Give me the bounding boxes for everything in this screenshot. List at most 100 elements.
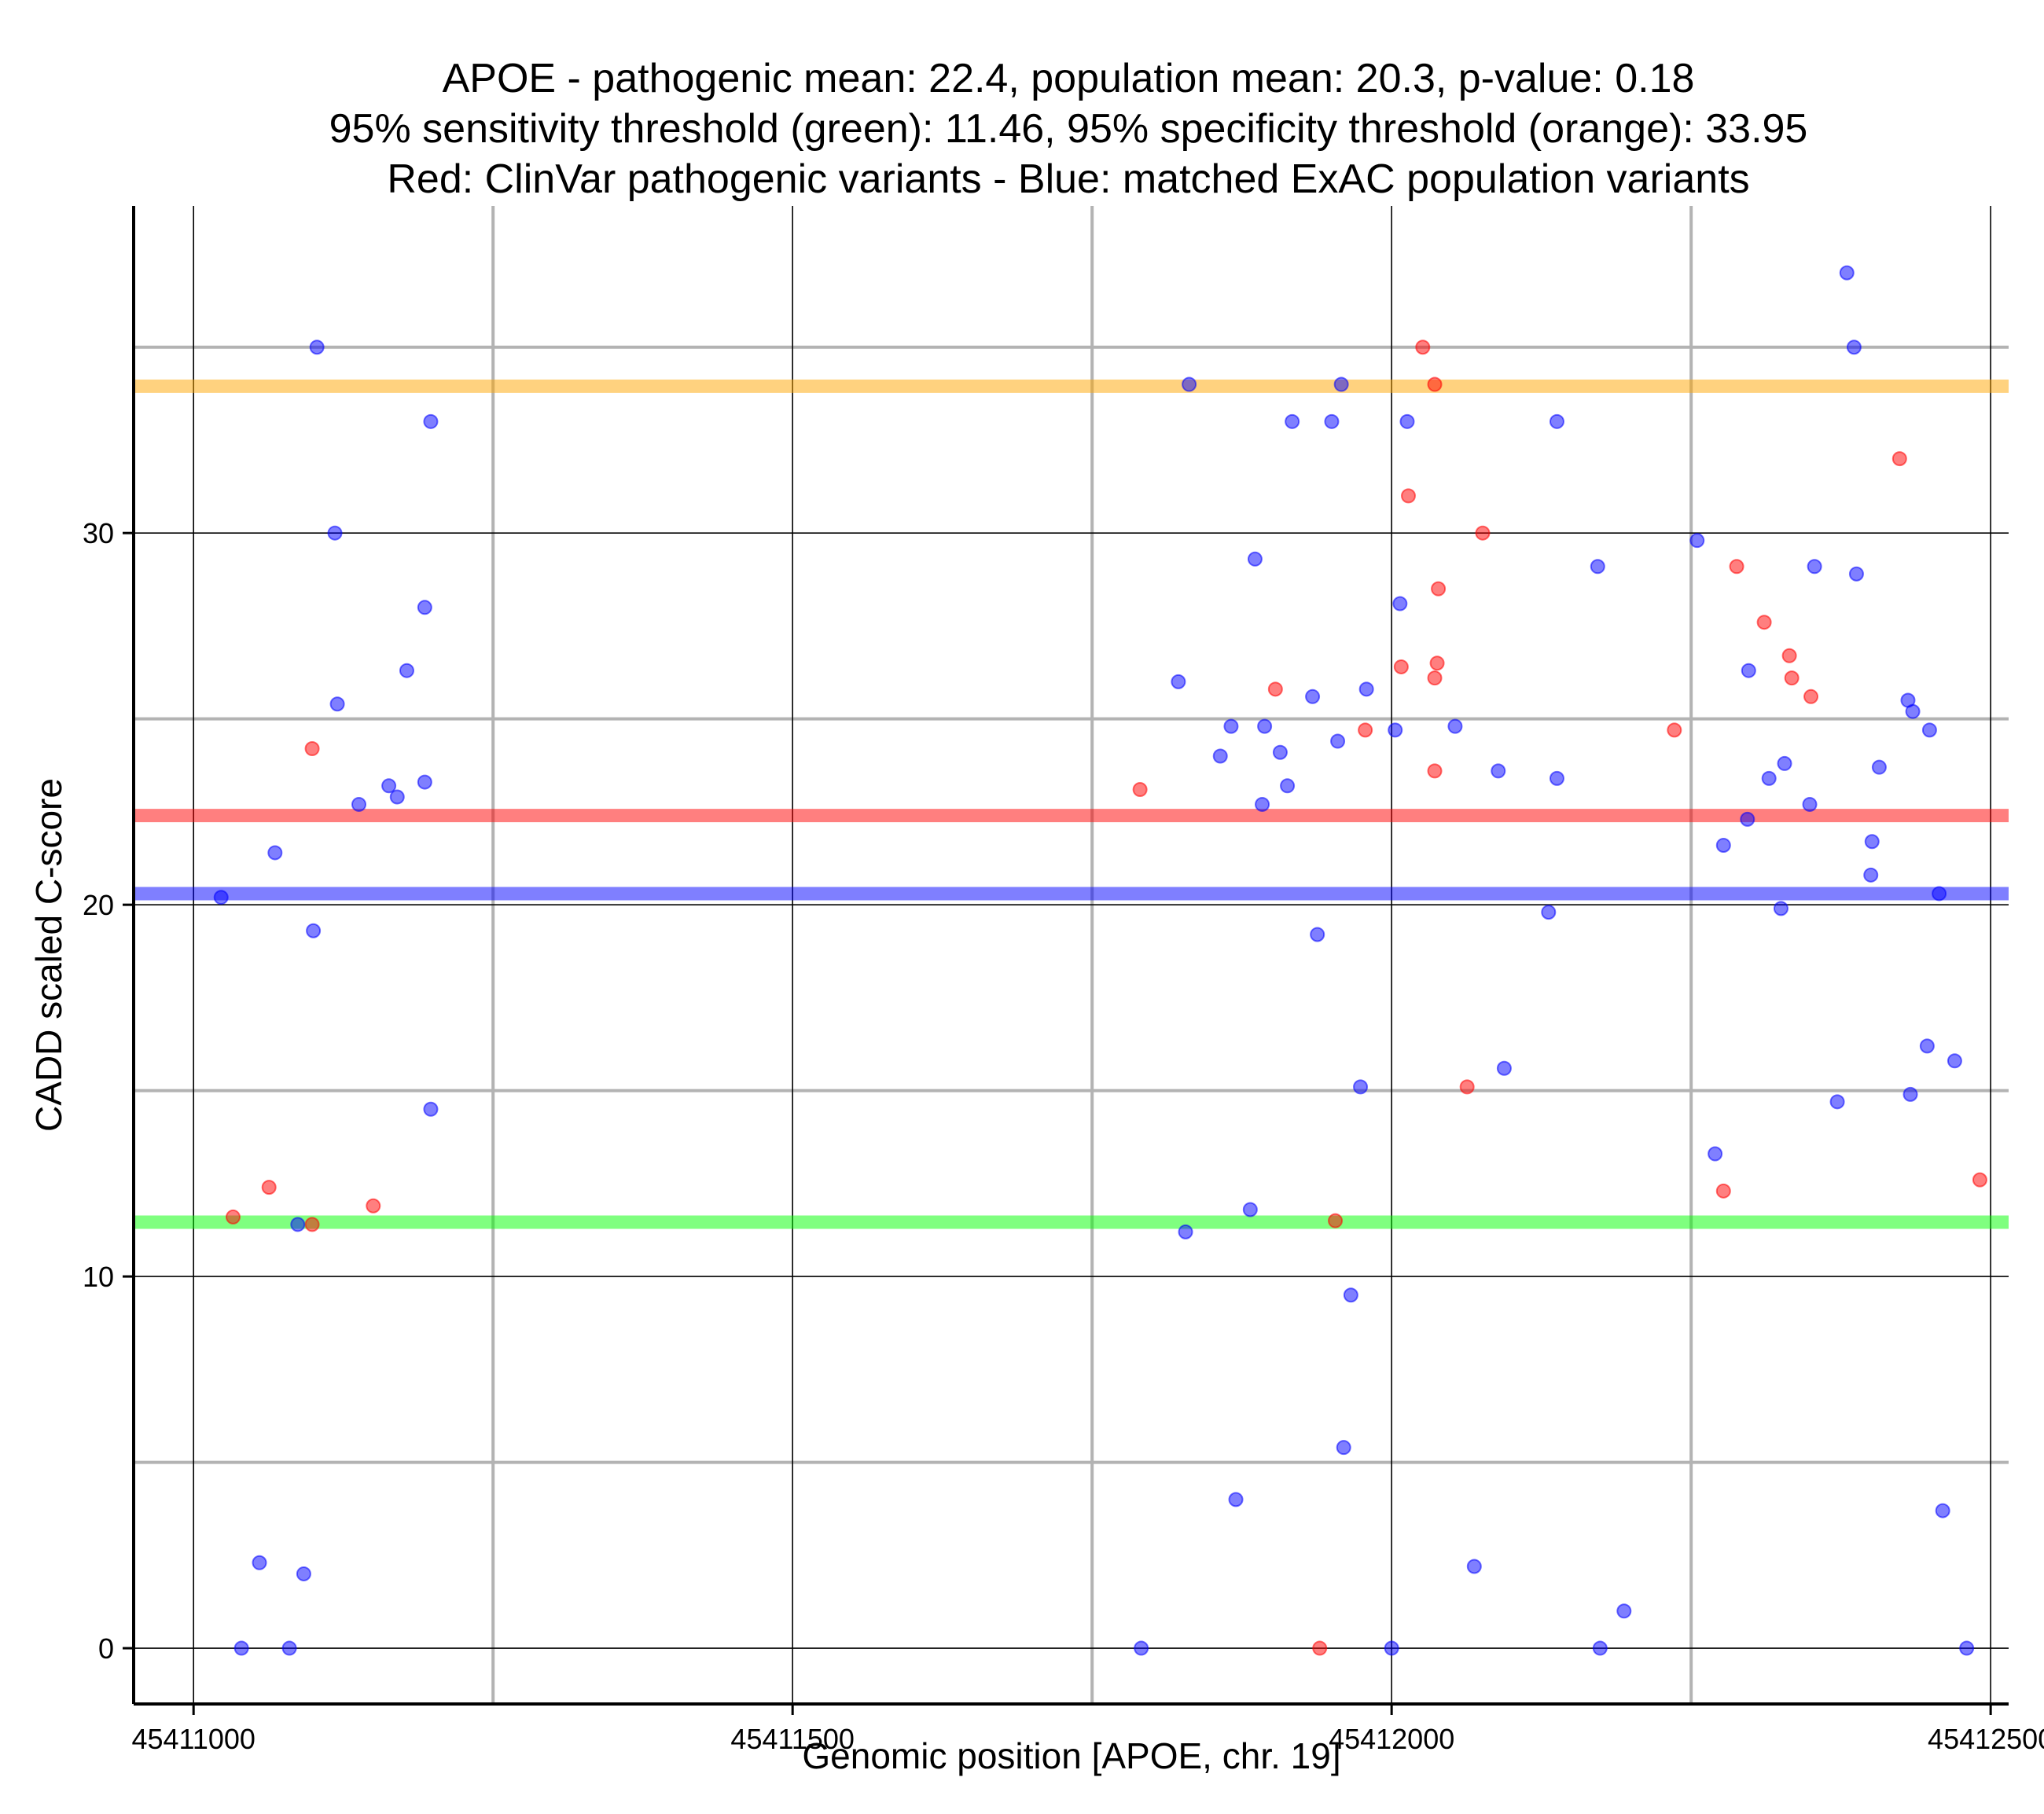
population-point xyxy=(1333,376,1349,392)
population-point xyxy=(1491,763,1506,779)
reference-lines xyxy=(134,379,2009,1229)
population-point xyxy=(309,340,325,355)
population-point xyxy=(1212,748,1228,764)
population-point xyxy=(1549,770,1564,786)
pathogenic-point xyxy=(1312,1640,1328,1656)
pathogenic-point xyxy=(1756,615,1772,630)
population-point xyxy=(417,774,432,790)
y-tick-label: 20 xyxy=(83,889,114,921)
pathogenic-point xyxy=(1781,648,1797,663)
pathogenic-point xyxy=(1267,681,1283,697)
pathogenic-point xyxy=(1328,1213,1344,1228)
y-tick-label: 0 xyxy=(98,1632,114,1665)
population-point xyxy=(233,1640,249,1656)
population-point xyxy=(1392,596,1408,611)
population-point xyxy=(423,1101,439,1117)
population-point xyxy=(1330,733,1346,749)
pathogenic-point xyxy=(1803,689,1819,704)
pathogenic-point xyxy=(1784,670,1800,686)
population-point xyxy=(1399,413,1415,429)
population-point xyxy=(306,923,322,938)
x-tick-label: 45411500 xyxy=(730,1723,855,1755)
population-point xyxy=(1848,566,1864,582)
population-point xyxy=(1178,1224,1193,1239)
population-point xyxy=(1807,559,1822,575)
population-point xyxy=(1272,744,1288,760)
pathogenic-point xyxy=(1415,340,1431,355)
population-point xyxy=(1447,718,1463,734)
x-tick-label: 45412000 xyxy=(1329,1723,1454,1755)
pathogenic-point xyxy=(1427,670,1443,686)
population-point xyxy=(1932,886,1947,901)
population-point xyxy=(1947,1053,1962,1069)
population-point xyxy=(1592,1640,1608,1656)
population-point xyxy=(1324,413,1340,429)
pathogenic-point xyxy=(1667,722,1682,738)
population-point xyxy=(1336,1440,1351,1456)
population-point xyxy=(1839,265,1855,281)
population-point xyxy=(296,1566,311,1581)
population-point xyxy=(1959,1640,1975,1656)
pathogenic-point xyxy=(1427,763,1443,779)
population-point xyxy=(351,796,367,812)
pathogenic-point xyxy=(1715,1183,1731,1199)
population-point xyxy=(1708,1146,1723,1162)
population-point xyxy=(1466,1559,1482,1574)
population-point xyxy=(1590,559,1605,575)
population-point xyxy=(1829,1094,1845,1110)
population-point xyxy=(1905,703,1921,719)
pathogenic-point xyxy=(366,1198,381,1214)
pathogenic-point xyxy=(225,1209,241,1225)
population-point xyxy=(1353,1079,1369,1095)
pathogenic-point xyxy=(1729,559,1744,575)
population-point xyxy=(1715,837,1731,853)
population-point xyxy=(1802,796,1818,812)
chart-title-line-3: Red: ClinVar pathogenic variants - Blue:… xyxy=(387,156,1749,202)
population-point xyxy=(1871,759,1887,775)
grid-lines xyxy=(134,206,2009,1704)
population-point xyxy=(1773,901,1788,916)
population-point xyxy=(1285,413,1300,429)
population-point xyxy=(1247,551,1263,567)
population-point xyxy=(1388,722,1403,738)
pathogenic-point xyxy=(1132,782,1148,798)
population-point xyxy=(1761,770,1777,786)
population-point xyxy=(1242,1202,1258,1217)
pathogenic-point xyxy=(304,1217,320,1232)
chart-title-line-2: 95% sensitivity threshold (green): 11.46… xyxy=(329,106,1808,152)
population-point xyxy=(1549,413,1564,429)
population-point xyxy=(389,789,405,805)
population-point xyxy=(1255,796,1270,812)
population-point xyxy=(252,1555,267,1570)
population-point xyxy=(1343,1287,1358,1303)
population-point xyxy=(267,845,283,861)
data-points xyxy=(213,265,1987,1656)
pathogenic-point xyxy=(1429,655,1445,671)
population-point xyxy=(1689,533,1705,549)
tick-labels: 0 10 20 30 45411000 45411500 45412000 45412500 xyxy=(83,517,2044,1755)
pathogenic-point xyxy=(1393,659,1409,674)
population-point xyxy=(1863,867,1879,883)
population-point xyxy=(1223,718,1239,734)
population-point xyxy=(417,600,432,615)
population-point xyxy=(423,413,439,429)
chart-title-line-1: APOE - pathogenic mean: 22.4, population… xyxy=(443,56,1695,101)
population-point xyxy=(1280,778,1296,794)
population-point xyxy=(213,890,229,905)
population-point xyxy=(281,1640,297,1656)
population-point xyxy=(381,778,397,794)
pathogenic-point xyxy=(1358,722,1373,738)
y-tick-label: 30 xyxy=(83,517,114,549)
population-point xyxy=(1777,755,1792,771)
population-point xyxy=(1864,834,1880,850)
pathogenic-point xyxy=(261,1180,277,1195)
x-tick-label: 45412500 xyxy=(1928,1723,2044,1755)
population-point xyxy=(1741,663,1756,678)
population-point xyxy=(1305,689,1321,704)
axes xyxy=(123,206,2009,1715)
population-point xyxy=(290,1217,306,1232)
population-point xyxy=(1171,674,1186,689)
population-point xyxy=(1616,1603,1632,1619)
x-tick-label: 45411000 xyxy=(131,1723,256,1755)
